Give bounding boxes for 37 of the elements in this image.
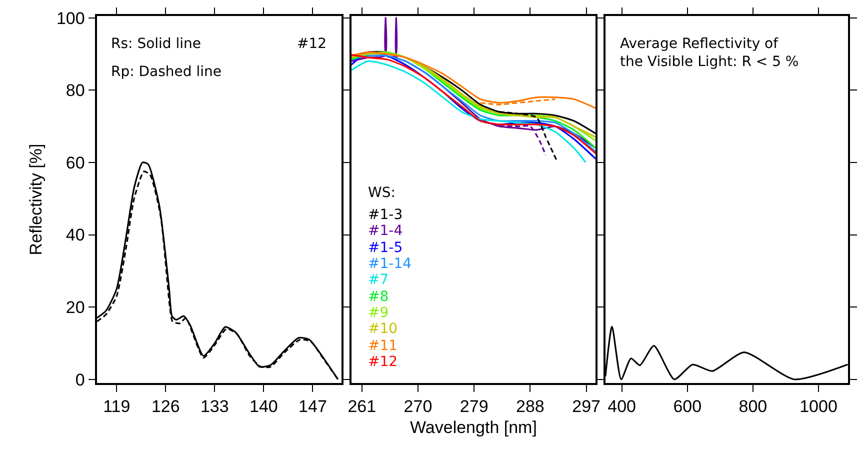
- x-tick-label: 126: [151, 397, 180, 416]
- text: #11: [368, 338, 398, 354]
- y-tick-label: 40: [66, 226, 85, 245]
- y-tick-label: 20: [66, 298, 85, 318]
- y-tick-label: 80: [66, 81, 85, 100]
- x-tick-label: 600: [673, 397, 702, 416]
- x-tick-label: 297: [572, 397, 600, 416]
- text: #1-4: [368, 223, 403, 239]
- x-tick-label: 133: [200, 397, 229, 416]
- x-tick-label: 800: [738, 397, 768, 416]
- y-tick-label: 100: [56, 8, 85, 28]
- text: #8: [368, 289, 389, 305]
- y-tick-label: 60: [66, 153, 85, 172]
- x-tick-label: 1000: [800, 397, 838, 416]
- text: #1-5: [368, 240, 403, 256]
- x-tick-label: 147: [298, 397, 327, 416]
- annotation: Rs: Solid line: [111, 36, 202, 52]
- text: #7: [368, 272, 389, 288]
- text: #9: [368, 305, 389, 321]
- x-tick-label: 270: [404, 397, 432, 416]
- x-tick-label: 119: [103, 397, 130, 416]
- text: #1-14: [368, 256, 412, 272]
- annotation: #12: [297, 36, 327, 52]
- text: #12: [368, 354, 398, 370]
- x-tick-label: 279: [460, 397, 488, 416]
- annotation: Average Reflectivity of the Visible Light: R < 5 %: [620, 36, 799, 70]
- annotation: WS:: [368, 185, 396, 201]
- text: #1-3: [368, 207, 403, 223]
- x-axis-title: Wavelength [nm]: [410, 418, 537, 438]
- text: #10: [368, 321, 398, 337]
- annotation: Rp: Dashed line: [111, 64, 222, 80]
- x-tick-label: 140: [250, 397, 278, 416]
- x-tick-label: 400: [608, 397, 636, 416]
- x-tick-label: 288: [516, 397, 544, 416]
- y-tick-label: 0: [75, 370, 85, 390]
- y-axis-title: Reflectivity [%]: [26, 144, 46, 256]
- x-tick-label: 261: [348, 397, 376, 416]
